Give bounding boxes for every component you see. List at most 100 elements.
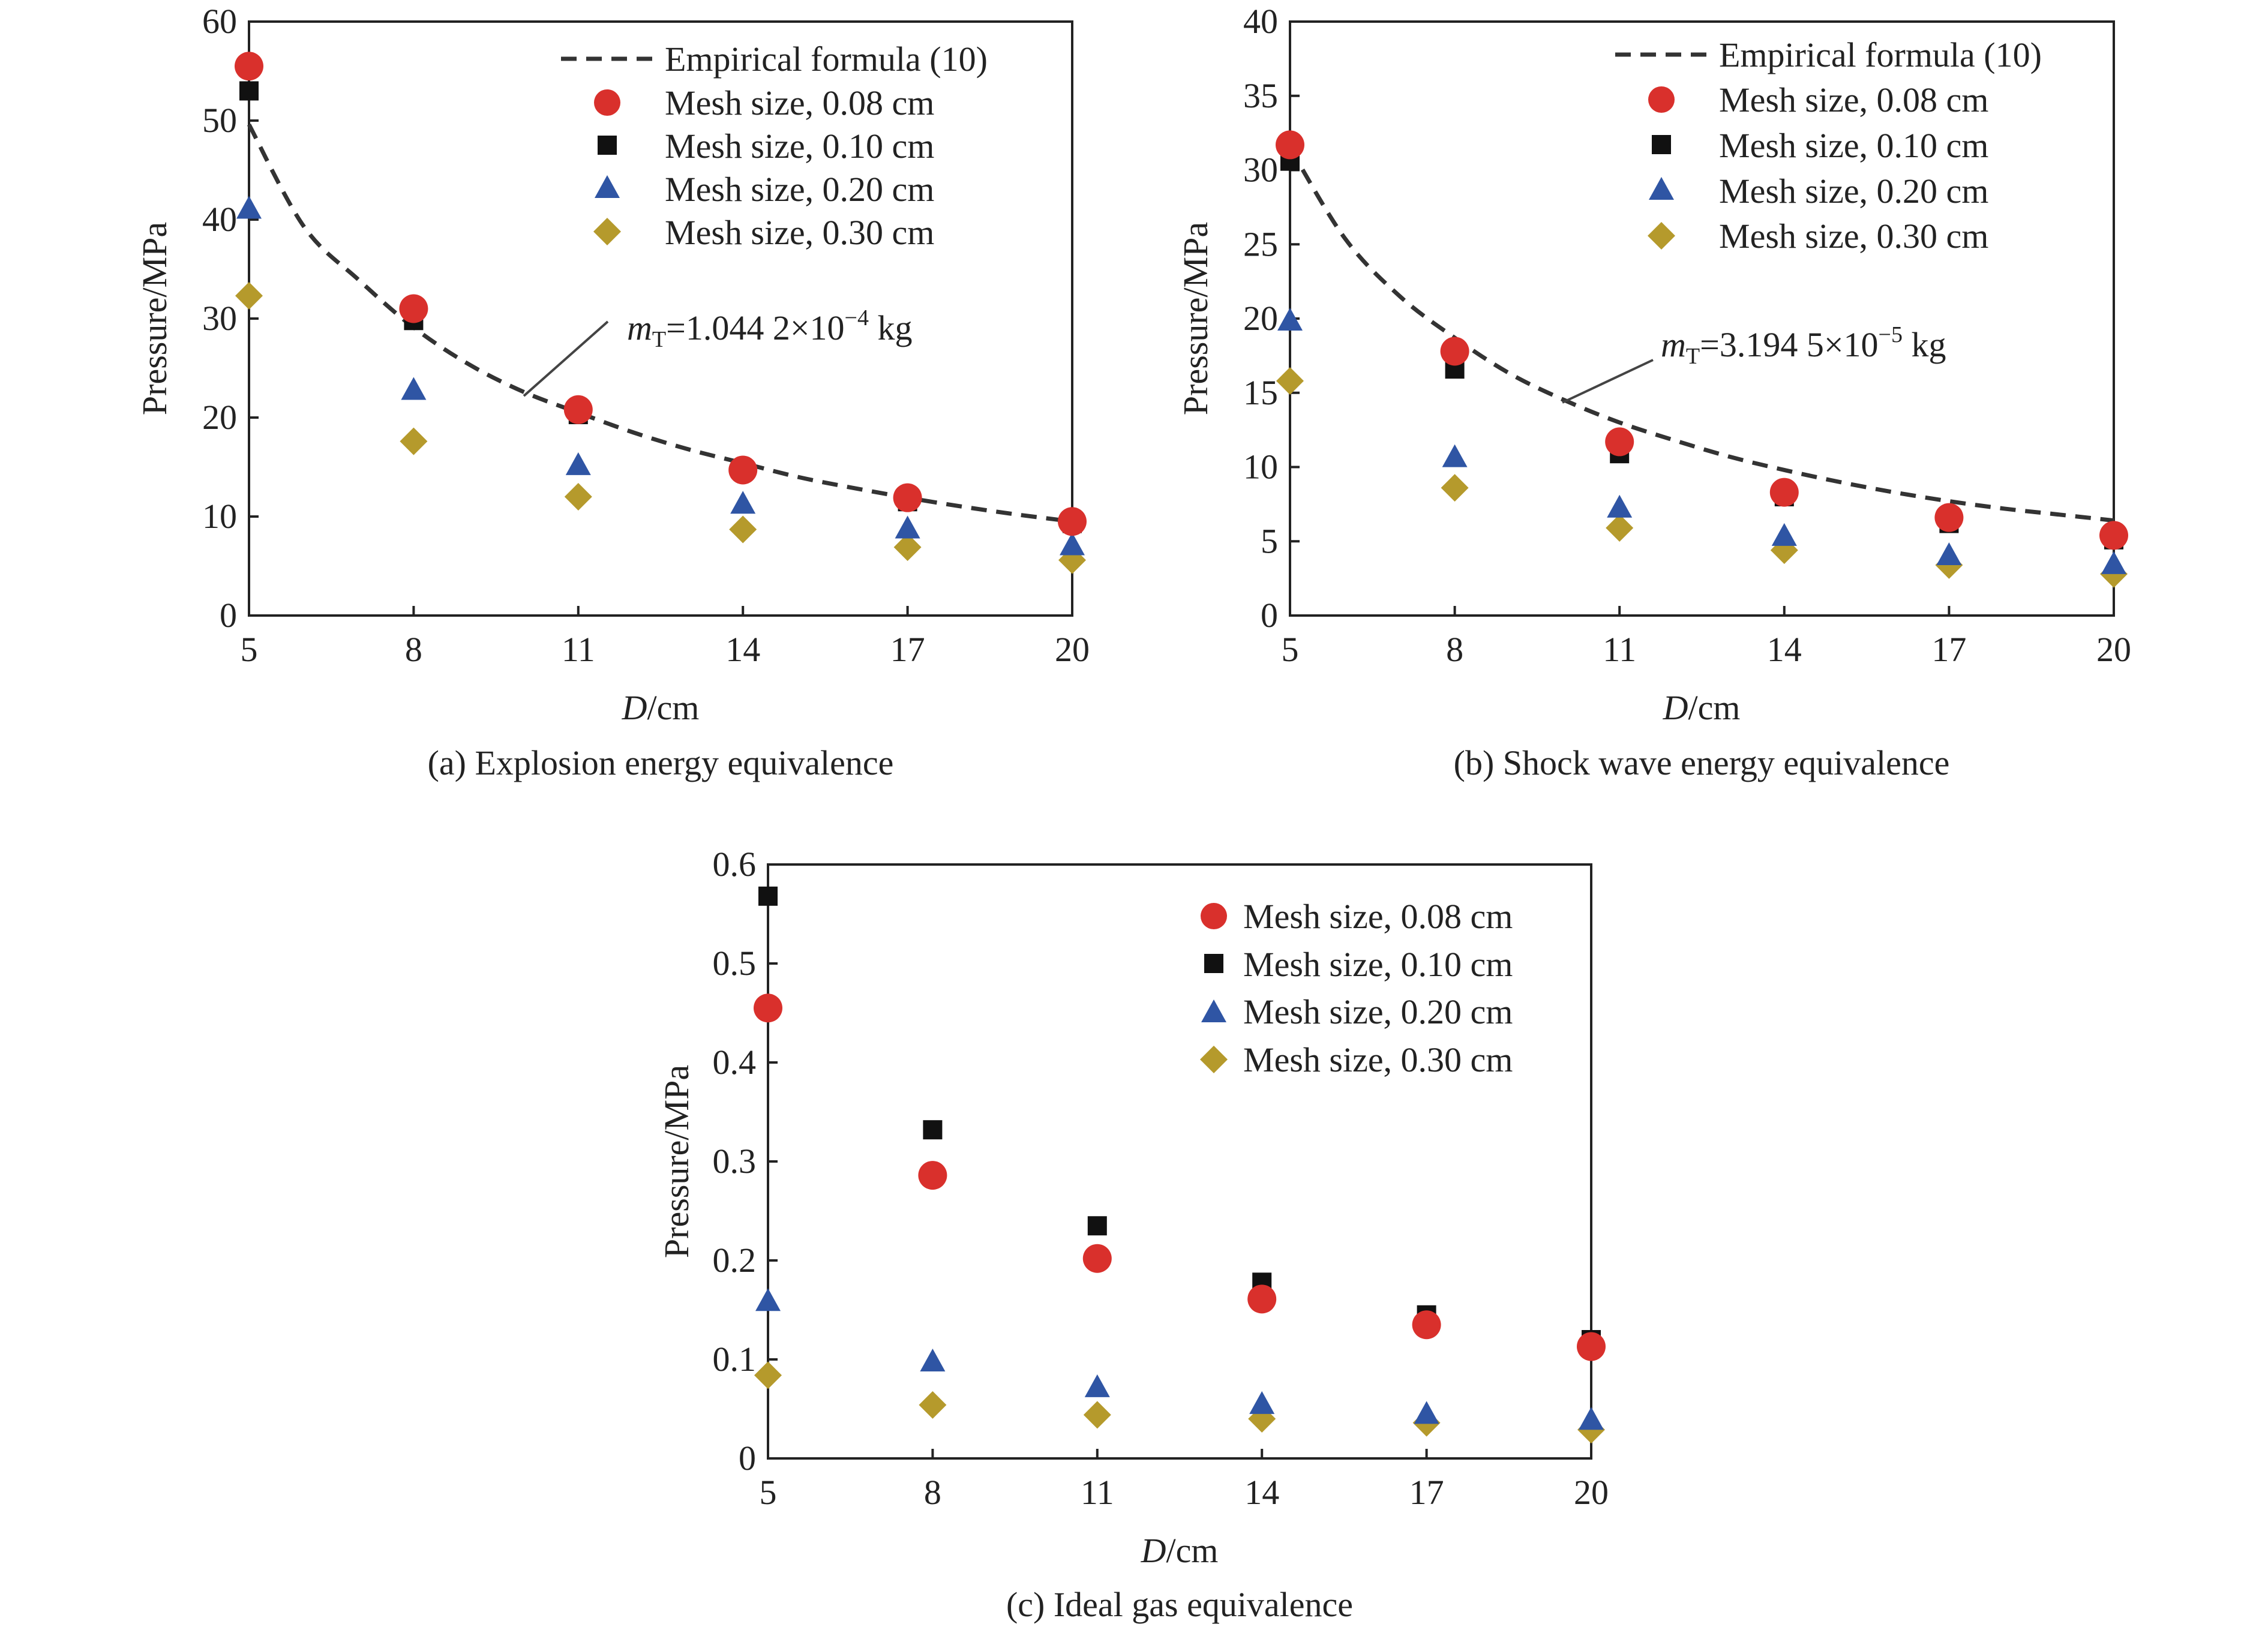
panel-a-mesh-008-point-5 <box>235 52 263 81</box>
panel-b-x-tick-label-1: 8 <box>1446 630 1463 669</box>
panel-b-annotation-leader <box>1562 359 1654 404</box>
panel-a-legend-mesh-030-marker <box>593 218 621 245</box>
panel-c-y-tick-label-1: 0.1 <box>713 1340 757 1379</box>
panel-b-mesh-020-point-14 <box>1771 523 1797 546</box>
panel-b-mesh-008-point-8 <box>1440 337 1469 366</box>
panel-a-mesh-020-point-14 <box>730 491 756 514</box>
panel-b-caption: (b) Shock wave energy equivalence <box>1454 743 1950 782</box>
panel-c-mesh-008-point-20 <box>1577 1332 1606 1361</box>
panel-c: 5 8 11 14 17 20 0 0.1 0.2 0.3 0.4 0.5 0.6 Mesh size,… <box>657 845 1609 1624</box>
panel-a-y-tick-label-5: 50 <box>202 101 237 140</box>
panel-c-mesh-008-point-11 <box>1082 1244 1112 1273</box>
panel-c-caption: (c) Ideal gas equivalence <box>1006 1585 1353 1624</box>
panel-b-mesh-008-point-5 <box>1276 130 1304 160</box>
panel-b-legend: Empirical formula (10) Mesh size, 0.08 c… <box>1615 35 2042 256</box>
panel-b-legend-mesh-008-marker <box>1648 86 1675 113</box>
panel-a-points <box>235 52 1087 574</box>
panel-c-y-tick-label-3: 0.3 <box>713 1142 757 1181</box>
panel-b-y-tick-label-3: 15 <box>1243 373 1278 412</box>
panel-b-x-tick-label-4: 17 <box>1931 630 1966 669</box>
panel-b-legend-mesh-030-label: Mesh size, 0.30 cm <box>1719 217 1988 256</box>
panel-a-mesh-008-point-8 <box>399 294 428 323</box>
panel-a-axes: 5 8 11 14 17 20 0 10 20 30 40 50 60 <box>202 2 1090 669</box>
panel-b-empirical-curve <box>1288 146 2114 523</box>
panel-a-y-tick-label-0: 0 <box>220 596 237 635</box>
panel-a-y-axis-label: Pressure/MPa <box>135 222 174 415</box>
panel-c-mesh-008-point-5 <box>754 993 782 1023</box>
panel-b-y-tick-label-8: 40 <box>1243 2 1278 41</box>
panel-b-legend-mesh-010-label: Mesh size, 0.10 cm <box>1719 126 1988 165</box>
panel-c-legend-mesh-030-marker <box>1200 1046 1228 1073</box>
panel-b-x-tick-label-5: 20 <box>2096 630 2131 669</box>
panel-a-y-tick-label-6: 60 <box>202 2 237 41</box>
panel-b-x-axis-label: D/cm <box>1663 688 1741 727</box>
panel-b-mesh-030-point-11 <box>1606 514 1634 542</box>
panel-b-mesh-020-point-20 <box>2101 551 2126 574</box>
panel-a-mesh-030-point-5 <box>235 282 263 310</box>
panel-c-axes: 5 8 11 14 17 20 0 0.1 0.2 0.3 0.4 0.5 0.6 <box>713 845 1609 1512</box>
panel-a-x-tick-label-5: 20 <box>1055 630 1090 669</box>
panel-c-mesh-020-point-14 <box>1249 1391 1275 1414</box>
panel-c-y-tick-label-5: 0.5 <box>713 944 757 983</box>
panel-c-mesh-020-point-20 <box>1579 1407 1604 1430</box>
panel-a-legend-mesh-010-marker <box>598 136 617 155</box>
panel-b-legend-mesh-008-label: Mesh size, 0.08 cm <box>1719 80 1988 119</box>
panel-a-mesh-030-point-14 <box>729 515 757 544</box>
panel-c-y-tick-label-4: 0.4 <box>713 1043 757 1082</box>
panel-b-mesh-008-point-17 <box>1934 503 1964 532</box>
panel-c-x-tick-label-4: 17 <box>1409 1473 1444 1512</box>
panel-b-mesh-020-point-17 <box>1936 542 1962 565</box>
panel-b-y-tick-label-7: 35 <box>1243 76 1278 115</box>
panel-b-mesh-020-point-5 <box>1277 307 1303 331</box>
panel-b-mesh-008-point-14 <box>1769 478 1799 507</box>
panel-c-x-tick-label-1: 8 <box>924 1473 941 1512</box>
panel-a-y-tick-label-3: 30 <box>202 299 237 338</box>
panel-a-legend-mesh-020-label: Mesh size, 0.20 cm <box>665 170 934 209</box>
panel-a-mesh-020-point-5 <box>236 196 262 219</box>
panel-c-x-tick-label-3: 14 <box>1244 1473 1279 1512</box>
panel-b-y-tick-label-5: 25 <box>1243 224 1278 263</box>
panel-b-legend-mesh-020-label: Mesh size, 0.20 cm <box>1719 172 1988 211</box>
panel-a-legend-mesh-010-label: Mesh size, 0.10 cm <box>665 127 934 166</box>
panel-c-y-tick-label-0: 0 <box>739 1439 756 1478</box>
panel-a-legend-mesh-008-marker <box>594 89 620 116</box>
panel-c-legend-mesh-020-marker <box>1201 999 1226 1022</box>
panel-a-mesh-008-point-17 <box>893 483 922 512</box>
panel-a-x-tick-label-0: 5 <box>241 630 258 669</box>
panel-b-legend-mesh-020-marker <box>1649 177 1674 200</box>
panel-b-mesh-020-point-8 <box>1442 444 1468 467</box>
panel-c-y-axis-label: Pressure/MPa <box>657 1065 696 1258</box>
panel-b-x-tick-label-0: 5 <box>1282 630 1299 669</box>
panel-a-mesh-020-point-8 <box>401 377 427 400</box>
panel-a-x-tick-label-4: 17 <box>890 630 925 669</box>
panel-b-legend-mesh-030-marker <box>1648 222 1675 250</box>
panel-c-legend-mesh-030-label: Mesh size, 0.30 cm <box>1243 1040 1513 1079</box>
panel-c-mesh-010-point-11 <box>1087 1216 1107 1236</box>
panel-c-mesh-020-point-17 <box>1414 1401 1439 1424</box>
panel-a-x-tick-label-1: 8 <box>405 630 422 669</box>
panel-a-y-tick-label-4: 40 <box>202 200 237 239</box>
panel-c-mesh-030-point-5 <box>754 1361 782 1389</box>
panel-a-mesh-010-point-5 <box>239 81 259 101</box>
panel-b-legend-empirical-label: Empirical formula (10) <box>1719 35 2042 74</box>
panel-a-legend-mesh-020-marker <box>595 175 620 198</box>
panel-b-points <box>1276 130 2128 588</box>
panel-b-mesh-008-point-20 <box>2099 521 2128 550</box>
panel-a-caption: (a) Explosion energy equivalence <box>428 743 894 782</box>
panel-a-y-tick-label-2: 20 <box>202 398 237 437</box>
panel-c-legend: Mesh size, 0.08 cm Mesh size, 0.10 cm Me… <box>1200 897 1513 1079</box>
panel-c-mesh-010-point-8 <box>923 1120 943 1140</box>
panel-a-legend-mesh-008-label: Mesh size, 0.08 cm <box>665 83 934 122</box>
panel-c-mesh-010-point-5 <box>758 886 778 906</box>
panel-c-mesh-008-point-17 <box>1412 1310 1441 1340</box>
panel-a-mesh-020-point-17 <box>895 515 920 539</box>
panel-c-y-tick-label-2: 0.2 <box>713 1241 757 1280</box>
panel-b-y-tick-label-1: 5 <box>1261 521 1278 560</box>
panel-c-x-axis-label: D/cm <box>1141 1531 1219 1570</box>
panel-b-mesh-020-point-11 <box>1607 494 1633 518</box>
panel-a-annotation-leader <box>523 320 609 397</box>
panel-b-legend-mesh-010-marker <box>1652 135 1671 154</box>
panel-a-legend-mesh-030-label: Mesh size, 0.30 cm <box>665 213 934 252</box>
